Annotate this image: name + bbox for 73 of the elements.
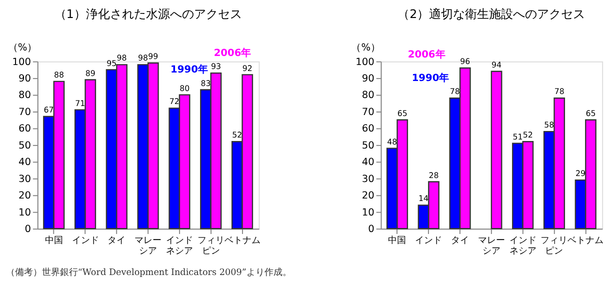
y-tick-label: 30 xyxy=(18,174,31,185)
y-tick-label: 20 xyxy=(18,190,31,202)
bar xyxy=(490,70,502,230)
chart-title: （1）浄化された水源へのアクセス xyxy=(54,7,242,22)
y-axis-title: （%） xyxy=(8,42,38,54)
series-label: 1990年 xyxy=(412,72,450,84)
data-label: 78 xyxy=(554,87,564,96)
data-label: 93 xyxy=(210,62,221,72)
x-tick-label: 中国 xyxy=(44,234,63,246)
data-label: 72 xyxy=(169,97,180,106)
data-label: 14 xyxy=(418,194,429,204)
y-tick-label: 50 xyxy=(362,140,374,152)
data-label: 51 xyxy=(512,132,523,142)
x-tick-label: フィリピン xyxy=(197,236,224,257)
data-label: 95 xyxy=(106,58,117,68)
x-tick-label: インド xyxy=(72,236,99,246)
data-label: 65 xyxy=(397,108,408,118)
y-tick-label: 20 xyxy=(362,190,374,202)
text: （備考）世界銀行“Word Development Indicators 2009”より作成。 xyxy=(6,266,292,278)
y-tick-label: 0 xyxy=(24,224,31,236)
x-tick-label: インドネシア xyxy=(509,236,536,257)
data-label: 29 xyxy=(576,169,586,178)
y-tick-label: 100 xyxy=(12,56,31,68)
data-label: 28 xyxy=(428,170,439,180)
y-tick-label: 50 xyxy=(18,140,31,152)
data-label: 52 xyxy=(522,130,533,140)
y-axis-title: （%） xyxy=(351,42,381,54)
x-tick-label: タイ xyxy=(108,236,126,246)
data-label: 80 xyxy=(180,84,190,93)
y-tick-label: 90 xyxy=(18,74,31,84)
data-label: 48 xyxy=(387,137,398,146)
x-tick-label: タイ xyxy=(451,236,470,246)
data-label: 96 xyxy=(460,57,470,66)
y-tick-label: 60 xyxy=(362,124,374,135)
x-tick-label: マレーシア xyxy=(134,236,162,257)
y-tick-label: 30 xyxy=(362,174,374,185)
y-tick-label: 10 xyxy=(362,207,374,218)
data-label: 94 xyxy=(492,60,502,70)
data-label: 78 xyxy=(450,87,460,96)
y-tick-label: 40 xyxy=(18,157,31,168)
series-label: 2006年 xyxy=(408,48,446,61)
x-tick-label: ベトナム xyxy=(224,236,260,246)
data-label: 67 xyxy=(44,106,54,115)
data-label: 88 xyxy=(54,70,64,80)
data-label: 99 xyxy=(148,52,158,62)
y-tick-label: 10 xyxy=(18,207,31,218)
series-label: 1990年 xyxy=(170,64,208,76)
x-tick-label: フィリピン xyxy=(540,236,568,257)
data-label: 52 xyxy=(232,130,242,140)
y-tick-label: 100 xyxy=(356,56,374,68)
data-label: 71 xyxy=(75,98,86,108)
x-tick-label: マレーシア xyxy=(478,236,505,257)
y-tick-label: 70 xyxy=(18,106,31,118)
y-tick-label: 40 xyxy=(362,157,374,168)
data-label: 92 xyxy=(242,64,252,73)
y-tick-label: 80 xyxy=(362,90,374,102)
data-label: 58 xyxy=(544,120,554,130)
data-label: 98 xyxy=(116,54,127,63)
x-tick-label: ベトナム xyxy=(568,236,604,246)
x-tick-label: インド xyxy=(415,236,442,246)
series-label: 2006年 xyxy=(214,46,252,59)
x-tick-label: インドネシア xyxy=(166,236,193,257)
data-label: 65 xyxy=(586,108,596,118)
y-tick-label: 80 xyxy=(18,90,31,102)
data-label: 83 xyxy=(200,78,211,88)
data-label: 89 xyxy=(85,68,96,78)
y-tick-label: 60 xyxy=(18,124,31,135)
y-tick-label: 90 xyxy=(362,74,374,84)
x-tick-label: 中国 xyxy=(388,234,406,246)
chart-title: （2）適切な衛生施設へのアクセス xyxy=(398,7,586,22)
y-tick-label: 70 xyxy=(362,106,374,118)
y-tick-label: 0 xyxy=(368,224,374,236)
data-label: 98 xyxy=(138,54,148,63)
